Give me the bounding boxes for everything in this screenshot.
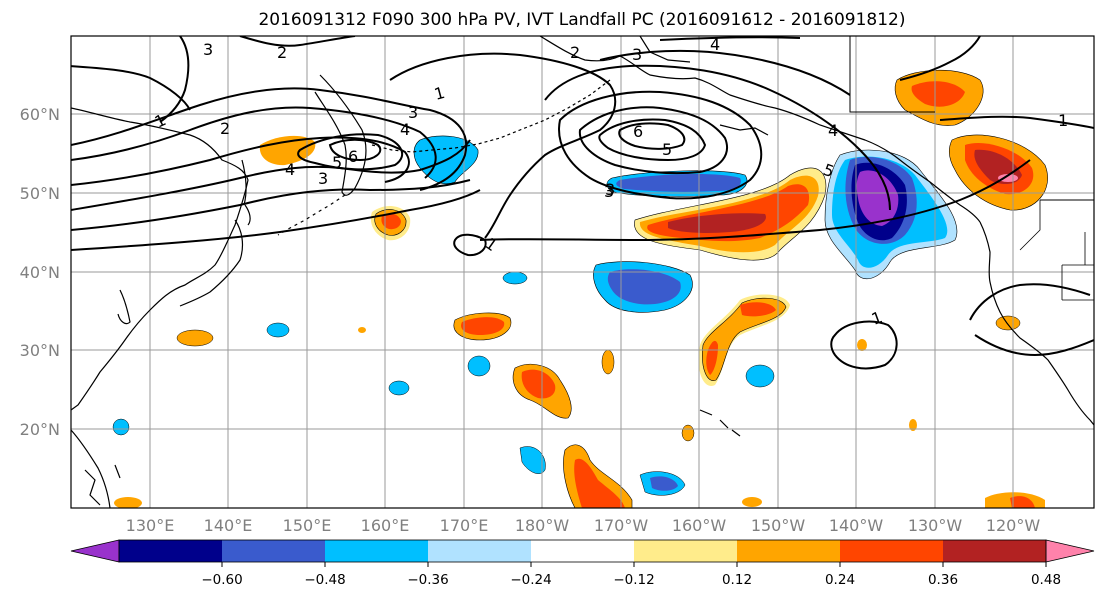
contour-label: 5 <box>662 140 672 159</box>
contour-label: 3 <box>632 45 642 64</box>
colorbar-cell <box>325 540 429 562</box>
contour-label: 3 <box>605 180 615 199</box>
lon-label: 170°W <box>594 516 649 535</box>
contour-label: 2 <box>570 43 580 62</box>
contour-label: 6 <box>633 122 643 141</box>
lat-labels: 60°N 50°N 40°N 30°N 20°N <box>20 105 60 439</box>
contour-label: 4 <box>400 120 410 139</box>
lon-label: 140°E <box>204 516 253 535</box>
colorbar-tick-label: −0.12 <box>613 572 654 588</box>
lat-label: 30°N <box>20 341 60 360</box>
pv-contours <box>71 36 1094 370</box>
lon-label: 130°E <box>126 516 175 535</box>
colorbar-cell <box>222 540 326 562</box>
colorbar-cell <box>840 540 944 562</box>
lon-label: 170°E <box>440 516 489 535</box>
lon-label: 180°W <box>515 516 570 535</box>
colorbar-tick-label: −0.36 <box>407 572 448 588</box>
colorbar-tick-label: 0.36 <box>928 572 958 588</box>
colorbar-cell <box>634 540 738 562</box>
map-frame <box>70 35 1095 509</box>
figure-title: 2016091312 F090 300 hPa PV, IVT Landfall… <box>258 10 905 30</box>
contour-label: 1 <box>432 83 447 104</box>
lon-label: 160°W <box>672 516 727 535</box>
lon-label: 120°W <box>986 516 1041 535</box>
lat-label: 40°N <box>20 263 60 282</box>
lon-label: 130°W <box>908 516 963 535</box>
contour-label: 4 <box>710 35 720 54</box>
lon-label: 140°W <box>829 516 884 535</box>
colorbar-extend-low <box>70 539 120 563</box>
colorbar-frame <box>118 539 1047 563</box>
lat-label: 50°N <box>20 184 60 203</box>
lat-label: 60°N <box>20 105 60 124</box>
contour-label: 6 <box>348 147 358 166</box>
map-panel: 3 2 1 2 3 4 5 6 4 3 1 2 3 3 4 6 5 3 4 5 … <box>71 35 1094 508</box>
contour-label: 3 <box>318 169 328 188</box>
contour-label: 4 <box>828 121 838 140</box>
colorbar-cell <box>119 540 223 562</box>
colorbar-tick-label: −0.60 <box>201 572 242 588</box>
contour-label: 4 <box>285 160 295 179</box>
colorbar-tick-label: −0.48 <box>304 572 345 588</box>
colorbar-cell <box>531 540 635 562</box>
lon-label: 160°E <box>361 516 410 535</box>
contour-label: 1 <box>1058 111 1068 130</box>
contour-label: 3 <box>408 103 418 122</box>
contour-label: 3 <box>604 182 614 201</box>
shading-layer <box>112 69 1048 508</box>
colorbar: −0.60 −0.48 −0.36 −0.24 −0.12 0.12 0.24 0.36 0.4… <box>70 539 1095 588</box>
colorbar-cell <box>428 540 532 562</box>
colorbar-extend-high <box>1045 539 1095 563</box>
colorbar-tick-label: 0.12 <box>722 572 752 588</box>
colorbar-tick-label: 0.48 <box>1031 572 1061 588</box>
lon-label: 150°W <box>751 516 806 535</box>
contour-label: 5 <box>332 153 342 172</box>
colorbar-tick-label: 0.24 <box>825 572 855 588</box>
colorbar-cell <box>943 540 1047 562</box>
contour-label: 3 <box>203 40 213 59</box>
lon-label: 150°E <box>283 516 332 535</box>
contour-label: 2 <box>220 119 230 138</box>
colorbar-cell <box>737 540 841 562</box>
lat-label: 20°N <box>20 420 60 439</box>
lon-labels: 130°E 140°E 150°E 160°E 170°E 180°W 170°… <box>126 516 1041 535</box>
colorbar-tick-label: −0.24 <box>510 572 551 588</box>
contour-label: 2 <box>277 43 287 62</box>
